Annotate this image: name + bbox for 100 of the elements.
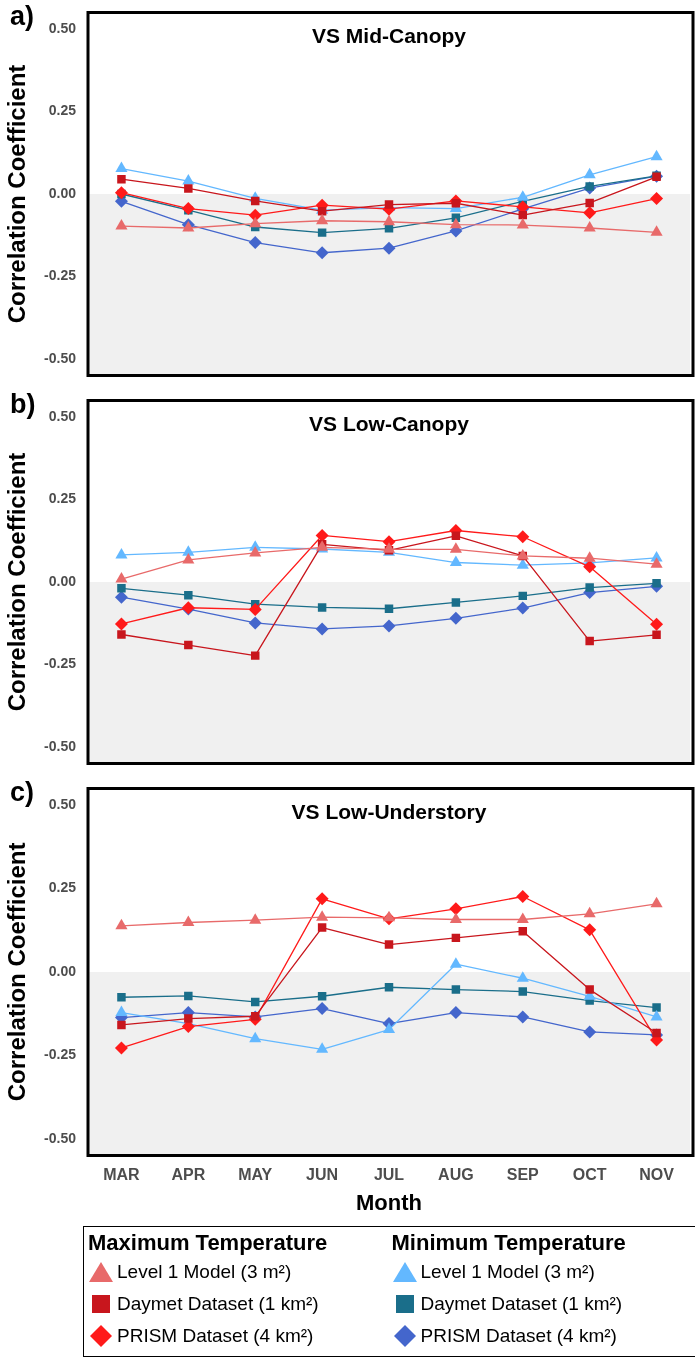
point [650, 192, 664, 206]
point [182, 552, 195, 564]
point [449, 542, 462, 553]
point [115, 918, 128, 930]
point [583, 1025, 597, 1039]
point [315, 1002, 329, 1016]
y-axis-title: Correlation Coefficient [3, 842, 31, 1102]
point [184, 184, 193, 193]
point [317, 923, 327, 932]
point [182, 915, 195, 927]
point [585, 985, 594, 994]
text: a) [10, 0, 35, 31]
point [115, 219, 128, 230]
y-tick-label: 0.25 [48, 490, 77, 507]
text: b) [10, 388, 36, 419]
point [650, 617, 664, 631]
point [451, 598, 461, 607]
point [249, 1031, 262, 1043]
point [449, 217, 462, 229]
point [650, 896, 663, 908]
point [449, 902, 463, 916]
text: c) [10, 776, 35, 807]
point [249, 545, 262, 557]
y-tick-label: 0.50 [48, 407, 77, 424]
point [248, 602, 262, 616]
point [249, 216, 262, 228]
point [316, 910, 329, 921]
x-tick-label: APR [171, 1166, 206, 1184]
y-tick-label: -0.25 [44, 267, 77, 284]
point [316, 1042, 329, 1053]
y-tick-label: -0.25 [44, 655, 77, 672]
y-tick-label: -0.50 [44, 349, 77, 366]
point [114, 617, 128, 631]
y-tick-label: 0.25 [48, 879, 77, 896]
legend-label: PRISM Dataset (4 km²) [420, 1324, 617, 1348]
point [516, 601, 530, 615]
y-axis-title: Correlation Coefficient [3, 64, 31, 324]
point [583, 906, 596, 918]
y-tick-label: 0.00 [48, 572, 77, 589]
legend-label: PRISM Dataset (4 km²) [117, 1324, 314, 1348]
point [115, 547, 128, 559]
point [451, 985, 461, 994]
point [117, 630, 126, 639]
x-tick-label: JUL [373, 1166, 405, 1184]
text: Minimum Temperature [391, 1229, 627, 1256]
point [117, 174, 126, 184]
point [585, 636, 594, 646]
point [516, 971, 529, 982]
point [516, 190, 529, 201]
point [184, 1014, 193, 1023]
point [516, 530, 530, 544]
x-tick-label: AUG [438, 1166, 474, 1184]
legend-label: Daymet Dataset (1 km²) [117, 1292, 319, 1316]
point [248, 236, 262, 250]
legend-label: Level 1 Model (3 m²) [420, 1260, 595, 1284]
point [115, 161, 128, 173]
point [652, 1003, 661, 1012]
point [382, 214, 396, 226]
text: VS Low-Understory [291, 799, 487, 823]
point [248, 616, 262, 630]
point [650, 1009, 663, 1021]
point [115, 572, 128, 583]
point [449, 611, 463, 625]
point [182, 545, 195, 556]
point [583, 221, 596, 232]
point [650, 225, 663, 236]
point [516, 1010, 530, 1024]
point [382, 619, 396, 633]
x-axis-title: Month [356, 1189, 422, 1215]
text: Maximum Temperature [88, 1229, 329, 1256]
point [449, 555, 462, 567]
point [249, 913, 262, 924]
x-tick-label: SEP [506, 1166, 540, 1184]
point [184, 590, 193, 600]
point [182, 174, 195, 185]
point [316, 213, 329, 225]
point [585, 198, 594, 208]
point [449, 957, 462, 968]
legend-label: Level 1 Model (3 m²) [117, 1260, 292, 1284]
point [583, 551, 596, 562]
point [117, 1020, 126, 1030]
point [650, 557, 663, 568]
x-tick-label: JUN [306, 1166, 339, 1184]
point [184, 991, 193, 1001]
legend-label: Daymet Dataset (1 km²) [420, 1292, 623, 1316]
y-tick-label: 0.00 [48, 962, 77, 979]
point [652, 579, 661, 588]
point [583, 206, 597, 220]
point [652, 1028, 661, 1038]
point [382, 910, 396, 922]
y-tick-label: 0.25 [48, 102, 77, 119]
point [650, 149, 663, 161]
point [516, 218, 529, 229]
y-tick-label: -0.50 [44, 1129, 77, 1146]
point [384, 940, 394, 949]
y-tick-label: 0.00 [48, 184, 77, 201]
point [114, 590, 128, 604]
point [315, 246, 329, 260]
y-tick-label: 0.50 [48, 795, 77, 812]
x-tick-label: MAY [238, 1166, 273, 1184]
